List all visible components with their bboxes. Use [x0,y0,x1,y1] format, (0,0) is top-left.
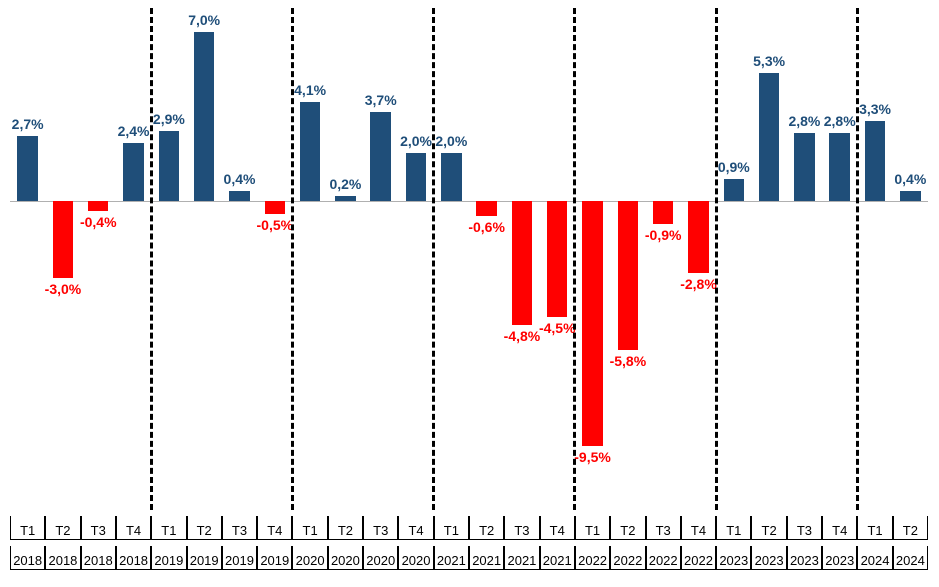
bar [688,201,708,273]
year-separator [715,8,718,510]
bar [829,133,849,201]
year-separator [432,8,435,510]
bar [547,201,567,317]
bar [194,32,214,201]
xtick-quarter: T1 [151,516,186,540]
bar [759,73,779,201]
xtick-quarter: T2 [187,516,222,540]
xtick-year: 2021 [469,546,504,570]
xtick-year: 2018 [45,546,80,570]
xtick-quarter: T4 [540,516,575,540]
xtick-year: 2018 [116,546,151,570]
xtick-quarter: T1 [575,516,610,540]
xtick-quarter: T1 [716,516,751,540]
bar [229,191,249,201]
xtick-year: 2021 [540,546,575,570]
bar [865,121,885,201]
bar [441,153,461,201]
xtick-quarter: T3 [81,516,116,540]
xtick-year: 2020 [292,546,327,570]
xtick-quarter: T2 [610,516,645,540]
bar [512,201,532,325]
xtick-year: 2019 [151,546,186,570]
year-separator [573,8,576,510]
xtick-quarter: T2 [328,516,363,540]
xtick-year: 2024 [857,546,892,570]
quarterly-bar-chart: 2,7%T12018-3,0%T22018-0,4%T320182,4%T420… [0,0,939,587]
bar [582,201,602,446]
bar-value-label: 0,4% [215,171,265,187]
xtick-quarter: T1 [292,516,327,540]
bar [159,131,179,201]
xtick-quarter: T2 [469,516,504,540]
bar [900,191,920,201]
xtick-year: 2022 [575,546,610,570]
bar-value-label: 3,7% [356,92,406,108]
xtick-quarter: T4 [681,516,716,540]
xtick-quarter: T2 [751,516,786,540]
bar [653,201,673,224]
xtick-year: 2018 [10,546,45,570]
bar [724,179,744,201]
bar-value-label: 5,3% [744,53,794,69]
xtick-year: 2023 [787,546,822,570]
bar [300,102,320,201]
xtick-quarter: T4 [822,516,857,540]
bar-value-label: -0,9% [638,227,688,243]
xtick-year: 2018 [81,546,116,570]
xtick-quarter: T2 [45,516,80,540]
bar-value-label: 2,7% [3,116,53,132]
xtick-year: 2023 [822,546,857,570]
bar [123,143,143,201]
bar-value-label: -5,8% [603,353,653,369]
bar-value-label: -0,4% [73,214,123,230]
bar-value-label: 7,0% [179,12,229,28]
chart-baseline [10,201,928,202]
bar [406,153,426,201]
xtick-quarter: T3 [787,516,822,540]
bar [335,196,355,201]
xtick-year: 2019 [222,546,257,570]
bar-value-label: -0,6% [462,219,512,235]
bar [88,201,108,211]
bar-value-label: 0,4% [885,171,935,187]
xtick-quarter: T3 [504,516,539,540]
year-separator [856,8,859,510]
xtick-year: 2023 [751,546,786,570]
xtick-year: 2023 [716,546,751,570]
xtick-year: 2021 [434,546,469,570]
bar [265,201,285,214]
xtick-year: 2021 [504,546,539,570]
xtick-year: 2020 [398,546,433,570]
xtick-year: 2024 [893,546,928,570]
bar [17,136,37,201]
bar-value-label: -3,0% [38,281,88,297]
xtick-quarter: T4 [398,516,433,540]
xtick-year: 2020 [363,546,398,570]
xtick-year: 2022 [610,546,645,570]
xtick-year: 2022 [646,546,681,570]
xtick-quarter: T4 [257,516,292,540]
xtick-year: 2019 [257,546,292,570]
xtick-quarter: T3 [363,516,398,540]
bar [53,201,73,278]
xtick-year: 2020 [328,546,363,570]
xtick-year: 2019 [187,546,222,570]
xtick-quarter: T4 [116,516,151,540]
bar [476,201,496,216]
year-separator [291,8,294,510]
bar [370,112,390,201]
bar [618,201,638,350]
bar [794,133,814,201]
xtick-quarter: T2 [893,516,928,540]
bar-value-label: 0,2% [320,176,370,192]
xtick-quarter: T1 [10,516,45,540]
xtick-quarter: T3 [222,516,257,540]
xtick-year: 2022 [681,546,716,570]
xtick-quarter: T1 [857,516,892,540]
year-separator [150,8,153,510]
xtick-quarter: T1 [434,516,469,540]
xtick-quarter: T3 [646,516,681,540]
